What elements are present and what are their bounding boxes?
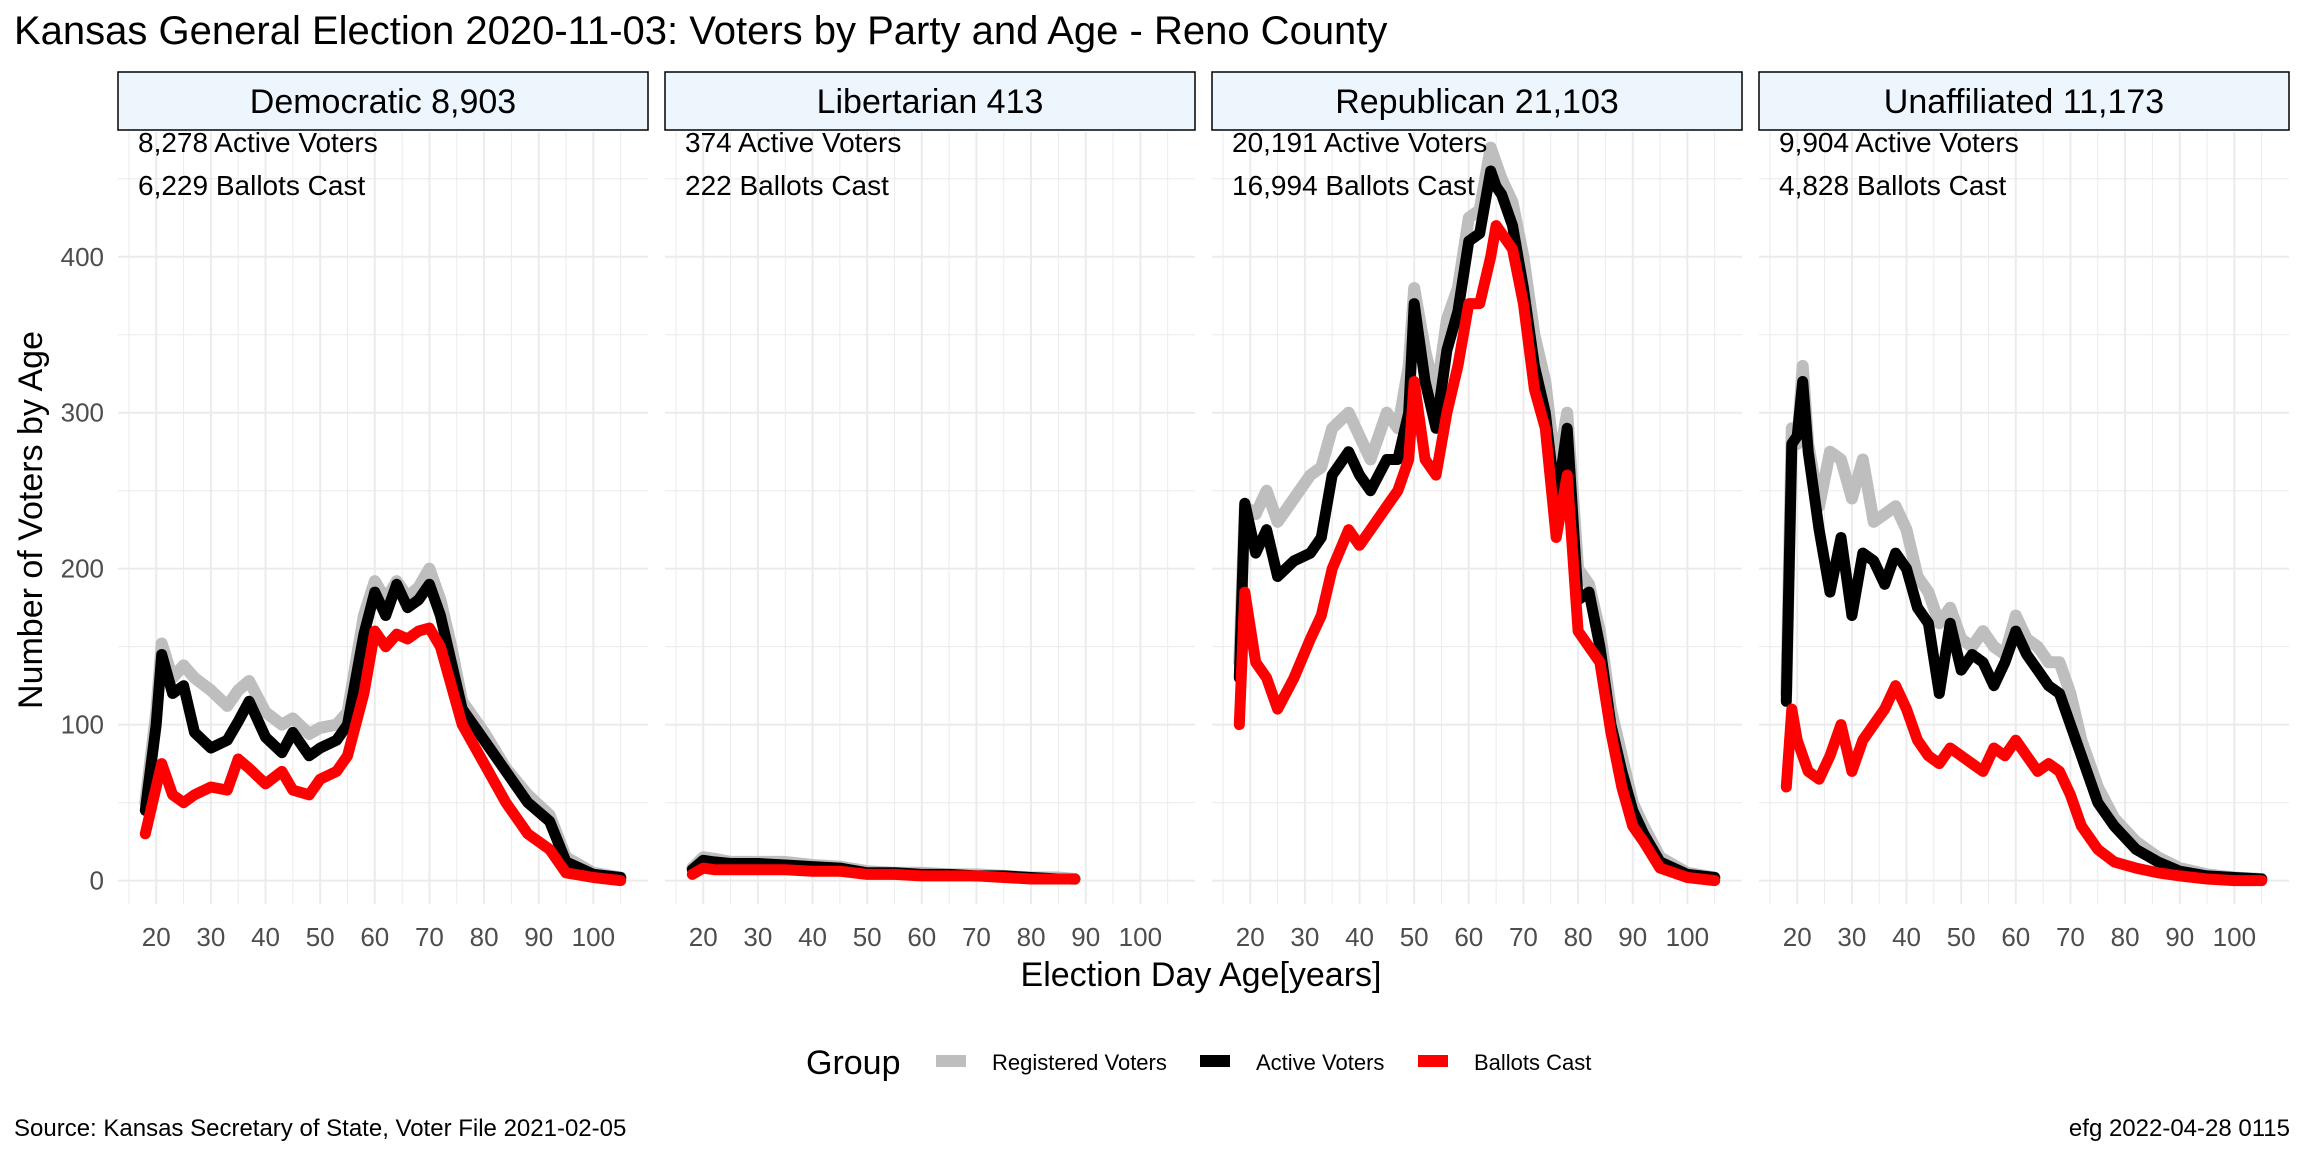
x-tick-label: 90 bbox=[1618, 922, 1647, 952]
panel-annotation: 6,229 Ballots Cast bbox=[138, 170, 365, 201]
facet-strip bbox=[1211, 71, 1743, 131]
facet-strip-label: Democratic 8,903 bbox=[250, 83, 516, 121]
x-tick-label: 80 bbox=[1017, 922, 1046, 952]
facet-strip-label: Republican 21,103 bbox=[1335, 83, 1619, 121]
x-tick-label: 60 bbox=[360, 922, 389, 952]
x-tick-label: 60 bbox=[2001, 922, 2030, 952]
x-tick-label: 60 bbox=[907, 922, 936, 952]
series-line-ballots bbox=[1233, 220, 1721, 887]
facet-panel: Unaffiliated 11,173 9,904 Active Voters 4,… bbox=[1758, 71, 2290, 952]
x-tick-label: 70 bbox=[2056, 922, 2085, 952]
x-tick-label: 30 bbox=[1837, 922, 1866, 952]
x-tick-label: 30 bbox=[196, 922, 225, 952]
series-line-ballots bbox=[139, 622, 627, 887]
legend-title: Group bbox=[806, 1044, 901, 1082]
x-tick-label: 100 bbox=[1119, 922, 1162, 952]
x-tick-label: 20 bbox=[1783, 922, 1812, 952]
x-axis-label: Election Day Age[years] bbox=[1021, 956, 1382, 994]
x-tick-label: 50 bbox=[1947, 922, 1976, 952]
x-tick-label: 90 bbox=[524, 922, 553, 952]
x-tick-label: 40 bbox=[1345, 922, 1374, 952]
x-tick-label: 80 bbox=[470, 922, 499, 952]
legend-label: Active Voters bbox=[1256, 1050, 1384, 1075]
y-axis-label: Number of Voters by Age bbox=[12, 331, 50, 709]
series-line-registered bbox=[1780, 359, 2268, 885]
x-tick-label: 80 bbox=[1564, 922, 1593, 952]
chart-title: Kansas General Election 2020-11-03: Vote… bbox=[14, 9, 1387, 53]
y-tick-label: 100 bbox=[61, 710, 104, 740]
x-tick-label: 90 bbox=[1071, 922, 1100, 952]
x-tick-label: 20 bbox=[142, 922, 171, 952]
panel-annotation: 8,278 Active Voters bbox=[138, 127, 378, 158]
legend: Group Registered Voters Active Voters Ball… bbox=[806, 1044, 1591, 1082]
x-tick-label: 80 bbox=[2111, 922, 2140, 952]
x-tick-label: 100 bbox=[1666, 922, 1709, 952]
facet-panel: Democratic 8,903 8,278 Active Voters 6,229… bbox=[117, 71, 649, 952]
x-tick-label: 100 bbox=[572, 922, 615, 952]
x-tick-label: 50 bbox=[853, 922, 882, 952]
facet-panels: Democratic 8,903 8,278 Active Voters 6,229… bbox=[61, 71, 2290, 952]
x-tick-label: 40 bbox=[1892, 922, 1921, 952]
x-tick-label: 70 bbox=[415, 922, 444, 952]
y-tick-label: 400 bbox=[61, 242, 104, 272]
x-tick-label: 20 bbox=[689, 922, 718, 952]
x-tick-label: 30 bbox=[1290, 922, 1319, 952]
x-tick-label: 30 bbox=[743, 922, 772, 952]
facet-strip-label: Libertarian 413 bbox=[817, 83, 1044, 121]
x-tick-label: 90 bbox=[2165, 922, 2194, 952]
panel-annotation: 374 Active Voters bbox=[685, 127, 901, 158]
facet-panel: Republican 21,103 20,191 Active Voters 16,… bbox=[1211, 71, 1743, 952]
source-note: Source: Kansas Secretary of State, Voter… bbox=[14, 1115, 626, 1142]
x-tick-label: 50 bbox=[1400, 922, 1429, 952]
series-line-ballots bbox=[686, 862, 1081, 885]
x-tick-label: 100 bbox=[2213, 922, 2256, 952]
y-tick-label: 300 bbox=[61, 398, 104, 428]
y-axis: 0 100 200 300 400 bbox=[61, 242, 104, 896]
legend-label: Registered Voters bbox=[992, 1050, 1167, 1075]
y-tick-label: 200 bbox=[61, 554, 104, 584]
panel-annotation: 9,904 Active Voters bbox=[1779, 127, 2019, 158]
credit-note: efg 2022-04-28 0115 bbox=[2069, 1115, 2290, 1142]
panel-annotation: 20,191 Active Voters bbox=[1232, 127, 1487, 158]
series-line-active bbox=[1233, 165, 1721, 883]
x-tick-label: 50 bbox=[306, 922, 335, 952]
facet-strip bbox=[117, 71, 649, 131]
x-tick-label: 20 bbox=[1236, 922, 1265, 952]
x-tick-label: 70 bbox=[1509, 922, 1538, 952]
x-tick-label: 60 bbox=[1454, 922, 1483, 952]
panel-annotation: 4,828 Ballots Cast bbox=[1779, 170, 2006, 201]
series-line-active bbox=[1780, 376, 2268, 885]
legend-label: Ballots Cast bbox=[1474, 1050, 1591, 1075]
panel-annotation: 222 Ballots Cast bbox=[685, 170, 889, 201]
facet-strip bbox=[664, 71, 1196, 131]
facet-panel: Libertarian 413 374 Active Voters 222 Ball… bbox=[664, 71, 1196, 952]
panel-annotation: 16,994 Ballots Cast bbox=[1232, 170, 1475, 201]
facet-strip-label: Unaffiliated 11,173 bbox=[1884, 83, 2164, 121]
x-tick-label: 40 bbox=[251, 922, 280, 952]
x-tick-label: 40 bbox=[798, 922, 827, 952]
x-tick-label: 70 bbox=[962, 922, 991, 952]
y-tick-label: 0 bbox=[90, 866, 104, 896]
facet-strip bbox=[1758, 71, 2290, 131]
series-line-ballots bbox=[1780, 680, 2268, 887]
series-line-active bbox=[139, 578, 627, 883]
